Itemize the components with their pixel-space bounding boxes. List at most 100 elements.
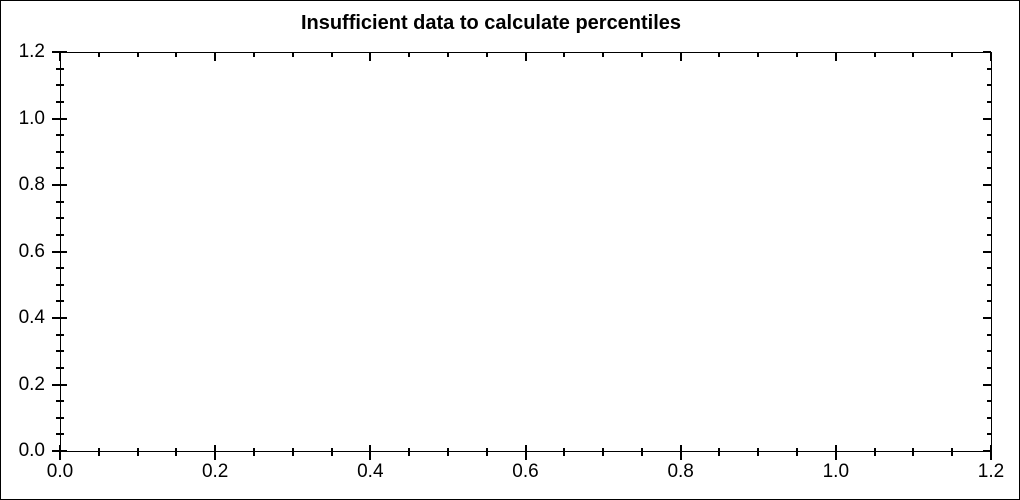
y-axis-right-major-tick	[983, 250, 991, 253]
y-axis-minor-tick	[56, 366, 64, 369]
x-axis-top-minor-tick	[873, 53, 876, 57]
y-axis-right-minor-tick	[987, 217, 991, 220]
y-axis-major-tick	[52, 117, 67, 120]
x-axis-tick-label: 0.8	[667, 461, 694, 482]
x-axis-top-major-tick	[524, 53, 527, 61]
y-axis-minor-tick	[56, 134, 64, 137]
y-axis-major-tick	[52, 184, 67, 186]
y-axis-right-minor-tick	[987, 267, 991, 270]
chart-title: Insufficient data to calculate percentil…	[300, 12, 682, 34]
x-axis-minor-tick	[252, 448, 255, 456]
y-axis-right-minor-tick	[987, 350, 991, 353]
x-axis-top-major-tick	[214, 53, 217, 61]
y-axis-right-minor-tick	[987, 433, 991, 436]
x-axis-major-tick	[990, 445, 992, 460]
x-axis-top-minor-tick	[757, 53, 760, 57]
x-axis-minor-tick	[640, 448, 643, 456]
x-axis-minor-tick	[446, 448, 449, 456]
x-axis-top-minor-tick	[640, 53, 643, 57]
x-axis-top-major-tick	[369, 53, 372, 61]
y-axis-major-tick	[52, 250, 67, 253]
x-axis-minor-tick	[796, 448, 799, 456]
y-axis-right-minor-tick	[987, 300, 991, 303]
x-axis-top-minor-tick	[485, 53, 488, 57]
y-axis-right-minor-tick	[987, 67, 991, 70]
x-axis-tick-label: 1.2	[977, 461, 1005, 482]
x-axis-top-minor-tick	[951, 53, 954, 57]
x-axis-minor-tick	[951, 448, 954, 456]
x-axis-top-minor-tick	[330, 53, 333, 57]
y-axis-right-major-tick	[983, 184, 991, 186]
x-axis-tick-label: 0.2	[201, 461, 229, 482]
y-axis-minor-tick	[56, 217, 64, 220]
x-axis-top-minor-tick	[912, 53, 915, 57]
y-axis-tick-label: 0.0	[18, 440, 45, 461]
x-axis-tick-label: 1.0	[822, 461, 850, 482]
y-axis-right-minor-tick	[987, 150, 991, 153]
y-axis-minor-tick	[56, 433, 64, 436]
y-axis-right-major-tick	[983, 317, 991, 319]
x-axis-top-minor-tick	[602, 53, 605, 57]
y-axis-right-minor-tick	[987, 366, 991, 369]
y-axis-right-minor-tick	[987, 200, 991, 203]
x-axis-minor-tick	[602, 448, 605, 456]
x-axis-top-minor-tick	[796, 53, 799, 57]
y-axis-right-minor-tick	[987, 134, 991, 137]
y-axis-minor-tick	[56, 267, 64, 270]
y-axis-right-major-tick	[983, 51, 991, 53]
x-axis-top-minor-tick	[446, 53, 449, 57]
y-axis-tick-label: 1.0	[18, 107, 45, 129]
x-axis-major-tick	[214, 445, 217, 460]
x-axis-minor-tick	[873, 448, 876, 456]
y-axis-right-major-tick	[983, 117, 991, 120]
x-axis-top-minor-tick	[252, 53, 255, 57]
y-axis-minor-tick	[56, 350, 64, 353]
x-axis-minor-tick	[291, 448, 294, 456]
x-axis-major-tick	[679, 445, 682, 460]
y-axis-right-minor-tick	[987, 333, 991, 336]
x-axis-minor-tick	[175, 448, 178, 456]
y-axis-minor-tick	[56, 67, 64, 70]
x-axis-top-minor-tick	[718, 53, 721, 57]
x-axis-major-tick	[59, 445, 61, 460]
y-axis-minor-tick	[56, 100, 64, 103]
y-axis-minor-tick	[56, 416, 64, 419]
y-axis-tick-label: 0.4	[18, 307, 45, 328]
y-axis-minor-tick	[56, 283, 64, 286]
y-axis-minor-tick	[56, 167, 64, 170]
y-axis-right-minor-tick	[987, 400, 991, 403]
y-axis-tick-label: 0.2	[18, 373, 45, 395]
y-axis-right-minor-tick	[987, 167, 991, 170]
y-axis-right-minor-tick	[987, 100, 991, 103]
x-axis-minor-tick	[97, 448, 100, 456]
y-axis-right-minor-tick	[987, 283, 991, 286]
x-axis-top-major-tick	[59, 53, 61, 61]
x-axis-top-major-tick	[990, 53, 992, 61]
x-axis-minor-tick	[912, 448, 915, 456]
x-axis-top-minor-tick	[136, 53, 139, 57]
x-axis-minor-tick	[718, 448, 721, 456]
x-axis-top-major-tick	[834, 53, 837, 61]
y-axis-major-tick	[52, 51, 67, 53]
x-axis-top-major-tick	[679, 53, 682, 61]
x-axis-tick-label: 0.4	[357, 461, 384, 482]
x-axis-top-minor-tick	[291, 53, 294, 57]
y-axis-right-minor-tick	[987, 416, 991, 419]
y-axis-minor-tick	[56, 400, 64, 403]
x-axis-minor-tick	[408, 448, 411, 456]
y-axis-tick-label: 0.8	[18, 174, 45, 195]
x-axis-major-tick	[834, 445, 837, 460]
x-axis-minor-tick	[485, 448, 488, 456]
y-axis-right-major-tick	[983, 383, 991, 386]
y-axis-major-tick	[52, 450, 67, 452]
y-axis-minor-tick	[56, 150, 64, 153]
x-axis-minor-tick	[136, 448, 139, 456]
y-axis-right-major-tick	[983, 450, 991, 452]
y-axis-right-minor-tick	[987, 233, 991, 236]
y-axis-major-tick	[52, 383, 67, 386]
y-axis-major-tick	[52, 317, 67, 319]
y-axis-tick-label: 1.2	[18, 41, 45, 62]
plot-area	[60, 52, 992, 452]
y-axis-minor-tick	[56, 84, 64, 87]
